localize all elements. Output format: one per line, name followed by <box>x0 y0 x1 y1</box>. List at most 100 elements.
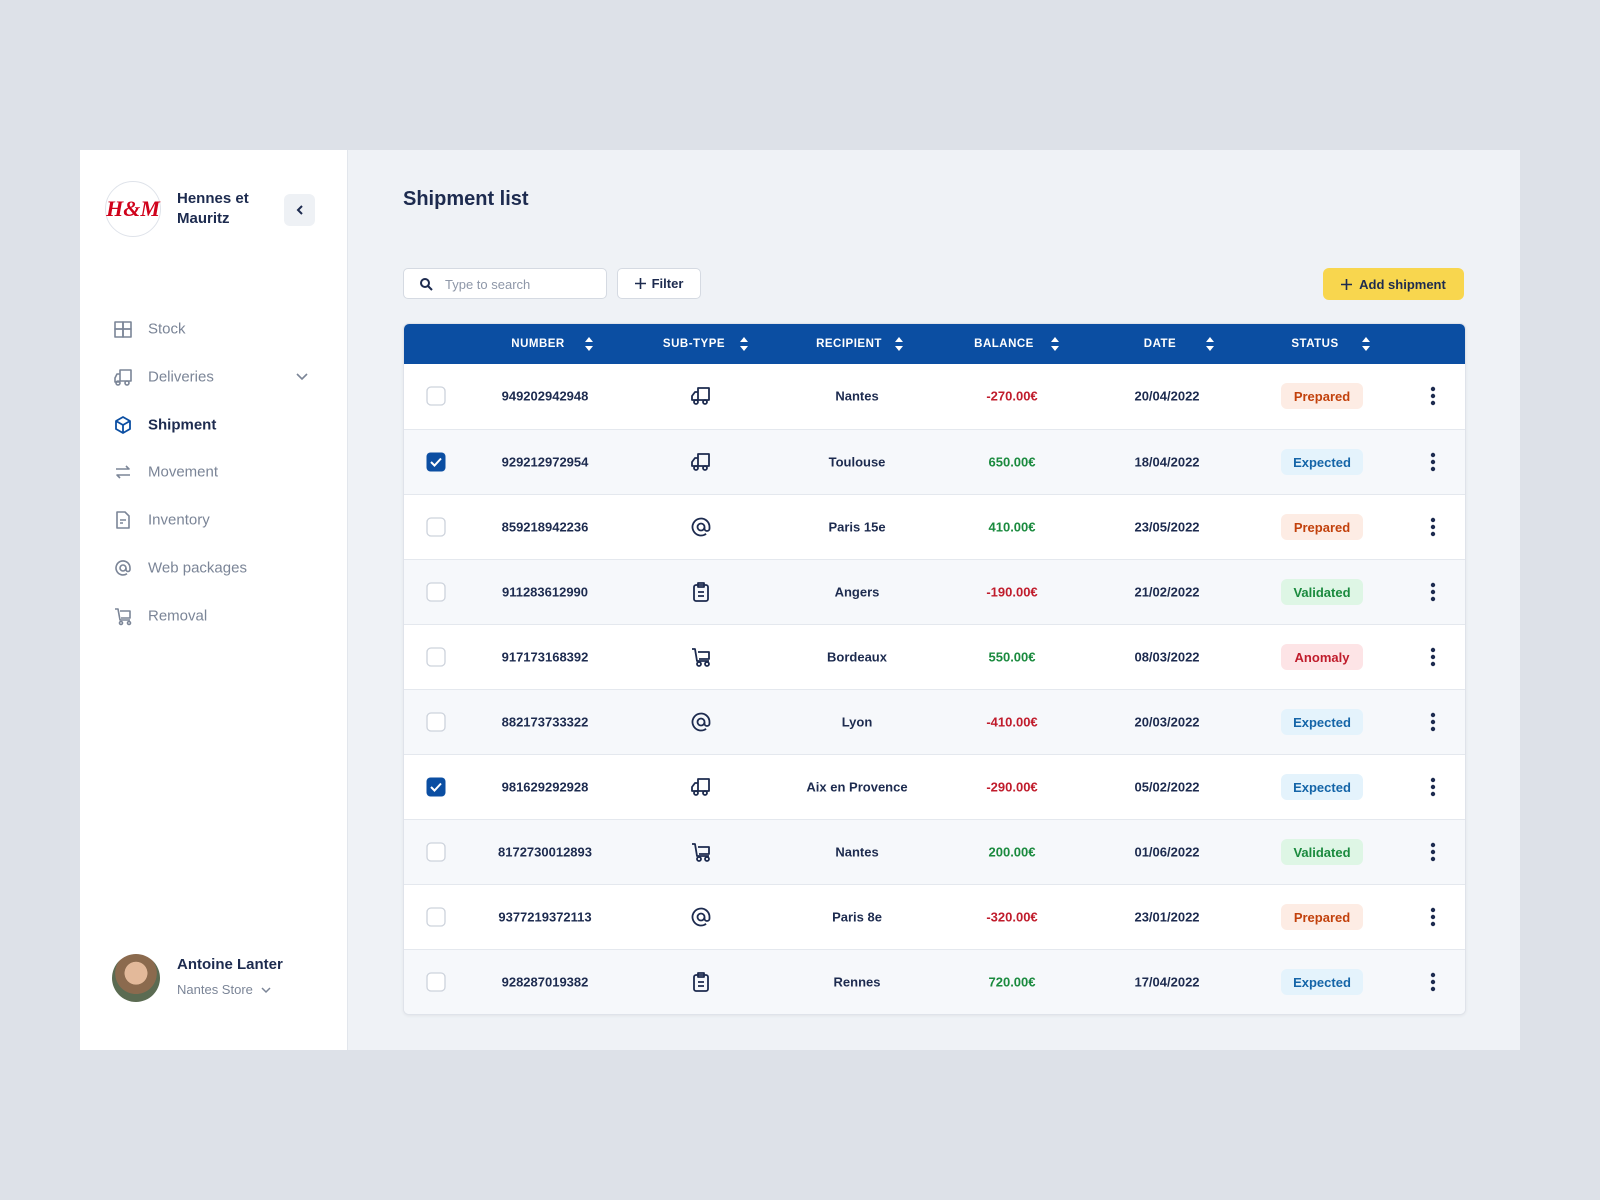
row-menu[interactable] <box>1430 647 1436 667</box>
date: 05/02/2022 <box>1134 779 1200 795</box>
collapse-button[interactable] <box>284 194 315 226</box>
sort-icon[interactable] <box>585 337 593 351</box>
shipment-number: 929212972954 <box>501 454 589 470</box>
nav-item[interactable]: Inventory <box>110 506 310 534</box>
balance: -290.00€ <box>986 779 1038 795</box>
column-header[interactable]: STATUS <box>1291 338 1339 350</box>
page-title: Shipment list <box>403 188 529 210</box>
shipment-number: 981629292928 <box>501 779 589 795</box>
nav-icon <box>114 321 132 338</box>
row-menu[interactable] <box>1430 777 1436 797</box>
nav-item[interactable]: Deliveries <box>110 363 310 391</box>
nav-icon <box>116 511 130 529</box>
sort-icon[interactable] <box>740 337 748 351</box>
row-menu[interactable] <box>1430 452 1436 472</box>
row-checkbox[interactable] <box>426 386 446 406</box>
filter-label: Filter <box>651 276 684 291</box>
date: 23/05/2022 <box>1134 519 1200 535</box>
subtype-icon <box>693 582 709 602</box>
balance: 200.00€ <box>988 844 1036 860</box>
row-menu[interactable] <box>1430 972 1436 992</box>
row-checkbox[interactable] <box>426 842 446 862</box>
row-checkbox[interactable] <box>426 582 446 602</box>
row-menu[interactable] <box>1430 712 1436 732</box>
status-badge: Expected <box>1281 774 1363 800</box>
table-row: 949202942948 Nantes -270.00€ 20/04/2022 Prep… <box>404 364 1465 429</box>
user-store[interactable]: Nantes Store <box>177 982 271 997</box>
sort-icon[interactable] <box>1051 337 1059 351</box>
row-menu[interactable] <box>1430 517 1436 537</box>
nav-label: Shipment <box>148 416 217 434</box>
nav-item[interactable]: Web packages <box>110 554 310 582</box>
recipient: Paris 15e <box>828 519 886 535</box>
sort-icon[interactable] <box>895 337 903 351</box>
nav-label: Stock <box>148 320 186 338</box>
recipient: Bordeaux <box>827 649 887 665</box>
balance: -270.00€ <box>986 388 1038 404</box>
brand-logo: H&M <box>105 181 161 237</box>
nav-label: Deliveries <box>148 368 214 386</box>
shipment-number: 8172730012893 <box>498 844 592 860</box>
table-row: 981629292928 Aix en Provence -290.00€ 05/02… <box>404 754 1465 819</box>
status-badge: Expected <box>1281 709 1363 735</box>
column-header[interactable]: RECIPIENT <box>816 338 882 350</box>
balance: 720.00€ <box>988 974 1036 990</box>
status-badge: Anomaly <box>1281 644 1363 670</box>
shipment-number: 917173168392 <box>501 649 589 665</box>
recipient: Nantes <box>835 844 879 860</box>
subtype-icon <box>691 778 710 796</box>
sort-icon[interactable] <box>1362 337 1370 351</box>
row-menu[interactable] <box>1430 582 1436 602</box>
recipient: Lyon <box>841 714 873 730</box>
column-header[interactable]: NUMBER <box>511 338 565 350</box>
add-shipment-button[interactable]: Add shipment <box>1323 268 1464 300</box>
nav-item[interactable]: Removal <box>110 602 310 630</box>
row-menu[interactable] <box>1430 386 1436 406</box>
search-box[interactable]: Type to search <box>403 268 607 299</box>
row-checkbox[interactable] <box>426 712 446 732</box>
row-menu[interactable] <box>1430 842 1436 862</box>
nav-item[interactable]: Shipment <box>110 411 310 439</box>
row-menu[interactable] <box>1430 907 1436 927</box>
table-row: 8172730012893 Nantes 200.00€ 01/06/2022 Vali… <box>404 819 1465 884</box>
expand-icon <box>296 373 308 381</box>
nav-item[interactable]: Movement <box>110 458 310 486</box>
table-row: 9377219372113 Paris 8e -320.00€ 23/01/2022 P… <box>404 884 1465 949</box>
nav-item[interactable]: Stock <box>110 315 310 343</box>
sort-icon[interactable] <box>1206 337 1214 351</box>
shipment-number: 949202942948 <box>501 388 589 404</box>
row-checkbox[interactable] <box>426 452 446 472</box>
status-badge: Expected <box>1281 969 1363 995</box>
subtype-icon <box>691 907 711 927</box>
nav-label: Movement <box>148 463 219 481</box>
date: 17/04/2022 <box>1134 974 1200 990</box>
nav-label: Inventory <box>148 511 210 529</box>
date: 21/02/2022 <box>1134 584 1200 600</box>
column-header[interactable]: BALANCE <box>974 338 1034 350</box>
date: 20/04/2022 <box>1134 388 1200 404</box>
status-badge: Validated <box>1281 839 1363 865</box>
row-checkbox[interactable] <box>426 517 446 537</box>
row-checkbox[interactable] <box>426 777 446 797</box>
filter-button[interactable]: Filter <box>617 268 701 299</box>
nav-label: Web packages <box>148 559 247 577</box>
recipient: Paris 8e <box>832 909 882 925</box>
row-checkbox[interactable] <box>426 907 446 927</box>
sidebar <box>80 150 348 1050</box>
column-header[interactable]: SUB-TYPE <box>662 338 726 350</box>
balance: -190.00€ <box>986 584 1038 600</box>
status-badge: Prepared <box>1281 383 1363 409</box>
nav-icon <box>115 416 131 434</box>
balance: -410.00€ <box>986 714 1038 730</box>
status-badge: Expected <box>1281 449 1363 475</box>
brand-name: Hennes et Mauritz <box>177 190 249 227</box>
subtype-icon <box>691 453 710 471</box>
nav-icon <box>115 560 131 576</box>
column-header[interactable]: DATE <box>1143 338 1177 350</box>
search-placeholder: Type to search <box>445 277 531 292</box>
row-checkbox[interactable] <box>426 647 446 667</box>
add-label: Add shipment <box>1359 276 1446 292</box>
nav-icon <box>116 465 130 479</box>
date: 23/01/2022 <box>1134 909 1200 925</box>
row-checkbox[interactable] <box>426 972 446 992</box>
